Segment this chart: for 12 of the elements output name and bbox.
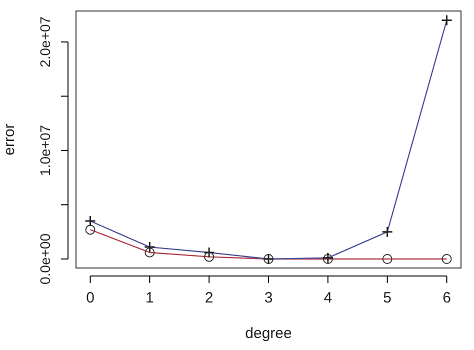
x-tick-label: 5 — [383, 290, 392, 306]
y-axis-title: error — [1, 124, 18, 156]
y-tick-label: 0.0e+00 — [37, 233, 53, 284]
x-tick-label: 3 — [264, 290, 273, 306]
y-tick-label: 1.0e+07 — [37, 124, 53, 176]
x-tick-label: 6 — [442, 290, 451, 306]
x-tick-label: 0 — [86, 290, 94, 306]
x-axis-title: degree — [245, 325, 292, 342]
x-tick-label: 4 — [324, 290, 332, 306]
x-tick-label: 2 — [204, 290, 214, 306]
x-tick-label: 1 — [146, 290, 154, 306]
y-tick-label: 2.0e+07 — [37, 16, 53, 68]
